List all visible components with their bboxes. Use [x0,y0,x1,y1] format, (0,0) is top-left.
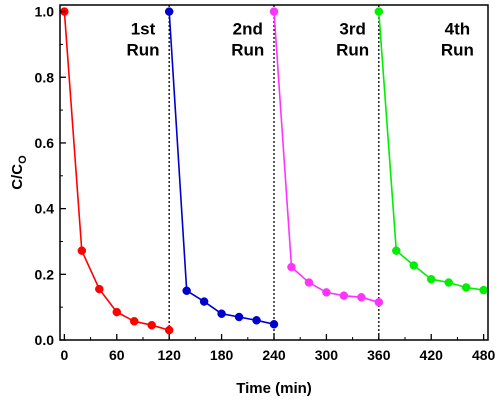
series-4-point [392,246,401,255]
y-axis-title-main: C/C [9,164,26,190]
run-label-line1: 3rd [339,20,365,39]
series-2-point [182,286,191,295]
y-axis-title: C/CO [9,155,29,190]
series-2-point [164,7,174,16]
run-label-line1: 2nd [233,20,263,39]
x-tick-label: 360 [367,347,391,363]
series-4-point [409,261,419,270]
run-label-4: 4th Run [441,20,474,60]
run-label-line2: Run [336,41,369,60]
series-1-point [129,317,139,326]
series-2-point [217,309,226,318]
run-label-1: 1st Run [126,20,159,60]
x-tick-label: 60 [109,347,125,363]
series-3-point [287,262,296,272]
series-1-point [95,284,104,294]
x-axis-title: Time (min) [236,380,312,397]
axes: 0 60 120 180 240 300 360 420 480 0.0 0.2 0.4 0.6 0.8 1… [35,4,496,363]
series-3-point [304,278,314,287]
series-1 [60,7,174,335]
x-tick-label: 420 [420,347,444,363]
series-layer [60,7,488,335]
series-4 [374,7,488,295]
series-2-point [269,319,279,329]
x-tick-label: 180 [210,347,234,363]
y-tick-label: 0.4 [35,201,55,217]
series-4-point [374,7,384,16]
x-tick-label: 480 [472,347,496,363]
series-3-point [357,293,366,302]
run-labels: 1st Run 2nd Run 3rd Run 4th Run [126,20,473,60]
y-tick-label: 0.2 [35,266,55,282]
run-label-line1: 4th [445,20,471,39]
run-label-2: 2nd Run [231,20,264,60]
series-3-point [269,7,279,16]
run-label-line1: 1st [131,20,156,39]
series-3-point [322,288,331,297]
y-axis-title-subscript: O [17,155,29,164]
run-label-line2: Run [231,41,264,60]
series-3 [269,7,384,307]
series-4-point [426,274,436,284]
series-2-point [199,297,209,306]
run-label-line2: Run [126,41,159,60]
series-4-point [444,278,453,287]
series-1-point [77,246,87,255]
x-tick-label: 300 [315,347,339,363]
y-tick-label: 0.0 [35,332,55,348]
y-tick-label: 1.0 [35,4,55,20]
run-label-3: 3rd Run [336,20,369,60]
series-1-point [112,307,122,317]
series-3-point [374,297,384,307]
run-label-line2: Run [441,41,474,60]
x-tick-label: 0 [60,347,68,363]
series-4-point [461,283,471,292]
series-4-point [479,285,488,295]
series-1-point [147,320,156,330]
series-3-point [339,291,349,300]
series-1-point [164,325,174,335]
x-tick-label: 240 [262,347,286,363]
x-tick-label: 120 [158,347,182,363]
y-tick-label: 0.8 [35,69,55,85]
y-tick-label: 0.6 [35,135,55,151]
series-2 [164,7,279,329]
series-2-point [234,312,244,322]
series-2-point [252,316,261,325]
